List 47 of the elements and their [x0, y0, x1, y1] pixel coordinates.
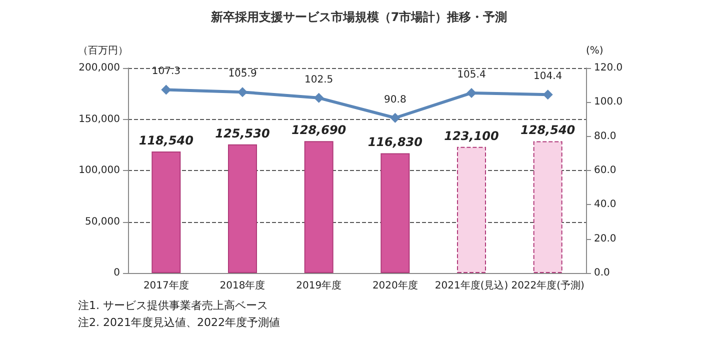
data-label: 102.5 [304, 74, 334, 86]
data-label: 123,100 [444, 128, 499, 143]
bar [380, 153, 410, 273]
y-tick-label: 0 [114, 268, 120, 278]
y2-tick-label: 120.0 [594, 62, 623, 74]
data-label: 105.9 [228, 68, 257, 80]
point [238, 87, 248, 98]
data-label: 118,540 [138, 133, 194, 148]
y2-tick-label: 20.0 [594, 233, 616, 244]
data-label: 90.8 [384, 94, 406, 106]
y2-tick-label: 40.0 [594, 199, 616, 210]
bar [304, 141, 334, 273]
point [314, 92, 324, 103]
text: 注1. サービス提供事業者売上高ベース [78, 299, 268, 312]
data-label: 125,530 [215, 126, 270, 140]
x-tick-label: 2021年度(見込) [434, 280, 508, 292]
y2-tick-label: 60.0 [594, 165, 616, 176]
data-label: 105.4 [457, 69, 486, 80]
point [466, 88, 476, 98]
chart-title: 新卒採用支援サービス市場規模（7市場計）推移・予測 [210, 10, 508, 24]
x-tick-label: 2020年度 [372, 280, 418, 292]
bar [533, 141, 562, 273]
data-label: 128,540 [520, 123, 576, 138]
y2-axis-title: (%) [586, 46, 604, 56]
y-tick-label: 100,000 [78, 165, 120, 176]
data-label: 116,830 [368, 135, 422, 150]
bar [152, 151, 181, 273]
bar [456, 146, 486, 273]
bar [228, 144, 258, 273]
data-label: 128,690 [292, 123, 346, 138]
point [390, 112, 400, 123]
point [542, 90, 553, 100]
data-label: 104.4 [534, 71, 562, 82]
y-tick-label: 200,000 [78, 62, 120, 74]
x-tick-label: 2022年度(予測) [511, 280, 585, 292]
y2-tick-label: 100.0 [594, 96, 623, 108]
y-tick-label: 50,000 [85, 216, 120, 228]
x-tick-label: 2018年度 [220, 280, 266, 292]
y2-tick-label: 0.0 [594, 268, 610, 278]
point [161, 84, 172, 95]
x-tick-label: 2019年度 [296, 280, 342, 292]
text: 注2. 2021年度見込値、2022年度予測値 [78, 316, 280, 329]
data-label: 107.3 [152, 66, 180, 78]
y2-tick-label: 80.0 [594, 130, 616, 142]
y-axis-title: （百万円） [78, 46, 128, 56]
y-tick-label: 150,000 [78, 114, 120, 125]
x-tick-label: 2017年度 [143, 280, 189, 292]
